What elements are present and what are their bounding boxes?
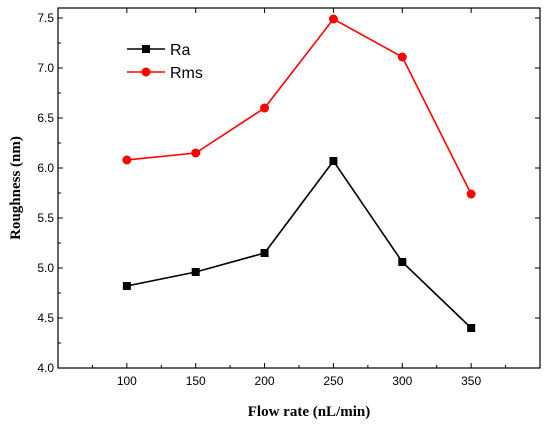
- y-tick-label: 4.5: [37, 311, 54, 325]
- series-layer: [122, 14, 476, 332]
- y-tick-label: 7.5: [37, 11, 54, 25]
- x-tick-label: 200: [255, 374, 275, 388]
- x-tick-label: 300: [392, 374, 412, 388]
- legend-marker-ra: [142, 45, 150, 53]
- data-point-rms: [122, 155, 132, 165]
- data-point-ra: [329, 157, 338, 165]
- data-point-ra: [398, 258, 407, 266]
- data-point-ra: [122, 282, 131, 290]
- data-point-rms: [191, 148, 201, 158]
- axes: 100 150 200 250 300 350 4.0 4.5 5.0 5.5 6.0 6.5 7.0 7…: [37, 7, 541, 388]
- data-point-rms: [466, 189, 476, 199]
- data-point-rms: [260, 103, 270, 113]
- data-point-rms: [328, 14, 338, 24]
- x-tick-label: 350: [461, 374, 481, 388]
- y-tick-label: 5.5: [37, 211, 54, 225]
- legend-marker-rms: [141, 67, 151, 77]
- y-tick-label: 6.5: [37, 111, 54, 125]
- data-point-rms: [397, 52, 407, 62]
- y-axis-title: Roughness (nm): [8, 136, 24, 240]
- x-tick-label: 100: [117, 374, 137, 388]
- x-tick-label: 250: [323, 374, 343, 388]
- y-tick-label: 4.0: [37, 361, 54, 375]
- legend-label-ra: Ra: [170, 42, 191, 59]
- data-point-ra: [467, 324, 476, 332]
- x-axis-title: Flow rate (nL/min): [248, 404, 370, 420]
- series-line-ra: [126, 159, 472, 329]
- x-tick-label: 150: [186, 374, 206, 388]
- y-tick-label: 7.0: [37, 61, 54, 75]
- data-point-ra: [260, 249, 269, 257]
- data-point-ra: [191, 268, 200, 276]
- y-tick-label: 6.0: [37, 161, 54, 175]
- y-tick-label: 5.0: [37, 261, 54, 275]
- legend: Ra Rms: [127, 42, 203, 82]
- legend-label-rms: Rms: [170, 65, 203, 82]
- series-line-rms: [126, 17, 472, 195]
